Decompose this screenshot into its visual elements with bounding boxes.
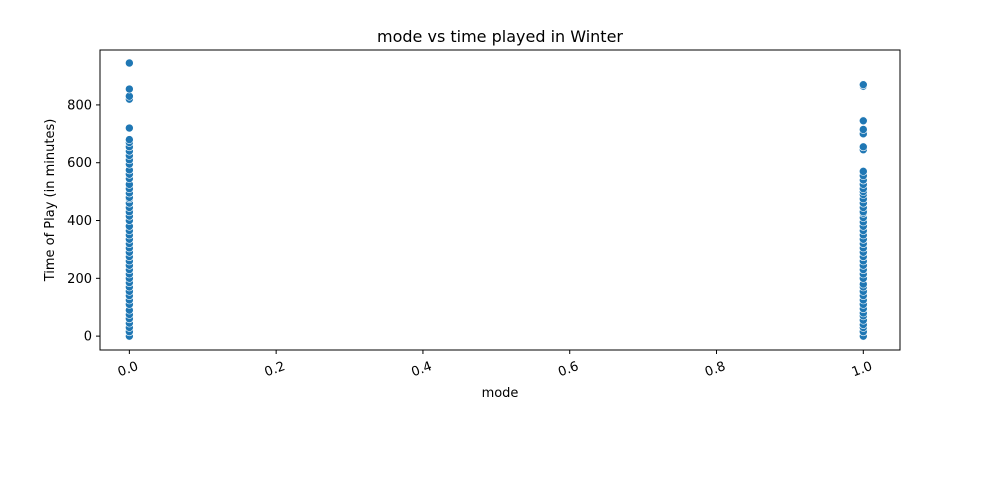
y-axis: 0 200 400 600 800 [67,98,100,345]
x-tick-label: 0.2 [263,359,288,380]
y-tick-label: 400 [67,214,92,229]
data-point [125,91,134,101]
x-tick-label: 0.8 [703,359,728,380]
y-tick-label: 600 [67,156,92,171]
data-point [125,123,134,133]
data-points [125,58,868,341]
x-tick-label: 0.0 [116,359,141,380]
y-tick-label: 200 [67,272,92,287]
x-axis-label: mode [482,386,519,401]
data-point [859,125,868,134]
data-point [125,58,134,68]
y-tick-label: 0 [84,330,92,345]
plot-area-frame [99,49,901,351]
y-tick-label: 800 [67,98,92,113]
chart-title: mode vs time played in Winter [377,27,623,46]
data-point [859,167,868,176]
x-axis: 0.0 0.2 0.4 0.6 0.8 1.0 [116,350,875,380]
x-tick-label: 0.4 [409,359,434,380]
data-point [859,80,868,89]
data-point [125,84,134,94]
data-point [859,116,868,126]
x-tick-label: 0.6 [556,359,581,380]
x-tick-label: 1.0 [850,359,875,380]
data-point [125,135,134,144]
data-point [859,142,868,152]
y-axis-label: Time of Play (in minutes) [43,119,58,283]
